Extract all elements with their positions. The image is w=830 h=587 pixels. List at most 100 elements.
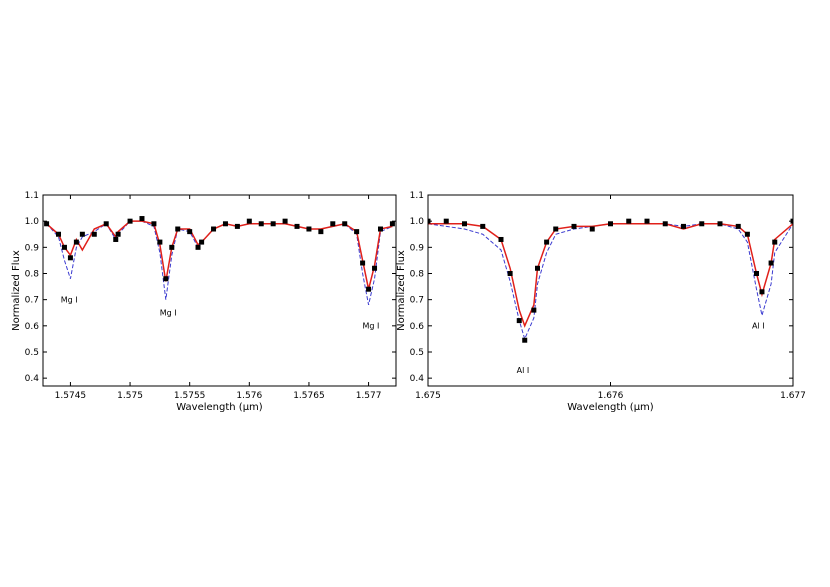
y-tick-label: 1.1 (25, 191, 39, 201)
data-point (507, 270, 513, 276)
data-point (195, 244, 201, 250)
data-point (67, 255, 73, 261)
data-point (44, 221, 50, 227)
data-point (234, 223, 240, 229)
data-point (73, 239, 79, 245)
data-point (246, 218, 252, 224)
data-point (699, 221, 705, 227)
data-point (553, 226, 559, 232)
y-tick-label: 1.1 (410, 191, 424, 201)
plot-area (44, 216, 395, 306)
axes-frame (42, 194, 397, 387)
data-point (589, 226, 595, 232)
data-point (91, 231, 97, 237)
y-tick-label: 1.0 (25, 217, 40, 227)
y-tick-label: 0.6 (410, 322, 425, 332)
data-point (187, 229, 193, 235)
data-point (306, 226, 312, 232)
data-point (169, 244, 175, 250)
data-point (318, 229, 324, 235)
data-point (389, 221, 395, 227)
y-tick-label: 0.8 (25, 269, 40, 279)
data-point (103, 221, 109, 227)
y-tick-label: 1.0 (410, 217, 425, 227)
data-point (462, 221, 467, 227)
model-line (46, 220, 393, 290)
model-line (428, 223, 793, 341)
x-axis-label: Wavelength (μm) (567, 402, 654, 413)
data-point (115, 231, 121, 237)
panel: 1.675 1.676 1.677 0.4 0.5 0.6 0.7 0.8 0.9 1.0 1.1 A… (396, 191, 806, 413)
data-point (151, 221, 157, 227)
model-line (46, 220, 393, 306)
data-point (717, 221, 723, 227)
annotation: Mg I (160, 308, 177, 317)
data-point (377, 226, 383, 232)
y-tick-label: 0.4 (410, 374, 425, 384)
y-tick-label: 0.6 (25, 322, 40, 332)
data-point (735, 223, 741, 229)
data-point (354, 229, 360, 235)
data-point (480, 223, 486, 229)
data-point (754, 270, 759, 276)
data-point (360, 260, 366, 266)
annotation: Mg I (363, 321, 380, 330)
data-point (443, 218, 449, 224)
data-point (330, 221, 336, 227)
data-point (531, 307, 537, 313)
data-point (163, 276, 169, 282)
data-point (662, 221, 668, 227)
y-axis-label: Normalized Flux (11, 250, 22, 331)
annotation: Al I (517, 366, 530, 375)
data-point (222, 221, 228, 227)
y-tick-label: 0.5 (25, 348, 39, 358)
data-point (571, 223, 577, 229)
y-tick-label: 0.9 (25, 243, 40, 253)
x-tick-label: 1.576 (236, 391, 262, 401)
data-point (211, 226, 217, 232)
y-axis-label: Normalized Flux (396, 250, 407, 331)
data-point (56, 231, 62, 237)
x-axis-label: Wavelength (μm) (176, 402, 263, 413)
data-point (258, 221, 264, 227)
data-point (608, 221, 613, 227)
data-point (342, 221, 348, 227)
y-tick-label: 0.5 (410, 348, 424, 358)
data-point (113, 236, 119, 242)
data-point (175, 226, 181, 232)
x-tick-label: 1.575 (117, 391, 143, 401)
data-point (498, 236, 504, 242)
data-point (294, 223, 300, 229)
data-point (199, 239, 205, 245)
data-point (544, 239, 550, 245)
data-point (535, 265, 540, 271)
data-point (157, 239, 163, 245)
y-tick-label: 0.9 (410, 243, 425, 253)
x-tick-label: 1.577 (356, 391, 382, 401)
data-point (759, 289, 765, 295)
data-point (681, 223, 686, 229)
data-point (772, 239, 778, 245)
data-point (744, 231, 750, 237)
data-point (79, 231, 85, 237)
x-tick-label: 1.5765 (293, 391, 325, 401)
data-point (282, 218, 288, 224)
x-tick-label: 1.676 (598, 391, 624, 401)
data-point (139, 216, 145, 222)
data-point (516, 318, 522, 324)
plot-area (428, 218, 793, 343)
y-tick-label: 0.7 (410, 296, 424, 306)
y-tick-label: 0.7 (25, 296, 39, 306)
data-point (644, 218, 650, 224)
panel: 1.5745 1.575 1.5755 1.576 1.5765 1.577 0.4 0.5 0… (11, 191, 397, 413)
x-tick-label: 1.5755 (174, 391, 206, 401)
data-point (366, 286, 372, 292)
data-point (522, 337, 528, 343)
x-tick-label: 1.5745 (55, 391, 87, 401)
y-tick-label: 0.8 (410, 269, 425, 279)
data-point (768, 260, 774, 266)
data-point (127, 218, 133, 224)
annotation: Mg I (61, 295, 78, 304)
data-point (270, 221, 276, 227)
